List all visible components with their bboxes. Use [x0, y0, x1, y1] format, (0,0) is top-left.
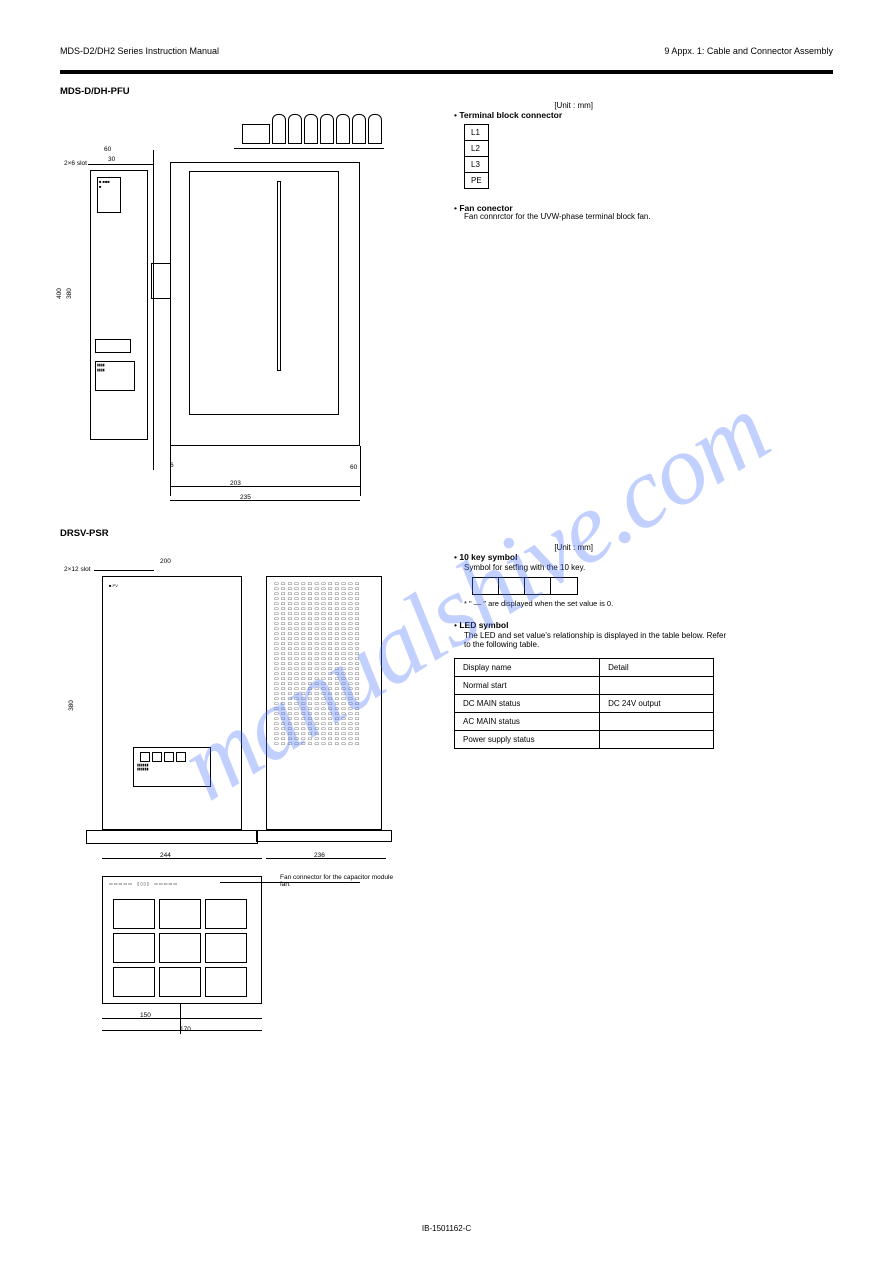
mount-foot-b1 [86, 830, 258, 844]
front-view-b: ■ PV ▮▮▮▮▮▮▮▮▮▮▮▮ [102, 576, 242, 830]
dim-a-h: 400 [56, 288, 63, 299]
heatsink-top [242, 114, 382, 144]
dim-a-win: 30 [108, 156, 115, 163]
dim-a-hin: 380 [66, 288, 73, 299]
spec-table: Display nameDetail Normal start DC MAIN … [454, 658, 714, 749]
dim-a-dgap: 60 [350, 464, 357, 471]
led-text: The LED and set value's relationship is … [464, 632, 734, 650]
header-right: 9 Appx. 1: Cable and Connector Assembly [664, 46, 833, 56]
dim-a-w: 60 [104, 146, 111, 153]
tenkey-text1: Symbol for setfing with the 10 key. [464, 564, 833, 573]
slot-note-a: 2×6 slot [64, 160, 87, 167]
section-b-heading: DRSV-PSR [60, 528, 833, 539]
section-a-heading: MDS-D/DH-PFU [60, 86, 833, 97]
footer: IB-1501162-C [0, 1224, 893, 1233]
tenkey-display [472, 577, 578, 595]
header-rule [60, 70, 833, 74]
fan-label-b: Fan connector for the capacitor module f… [280, 874, 400, 888]
vent-pattern: ▭▭▭▭▭▭▭▭▭▭▭▭▭▭▭▭▭▭▭▭▭▭▭▭▭▭▭▭▭▭▭▭▭▭▭▭▭▭▭▭… [274, 582, 374, 822]
unit-b: [Unit : mm] [554, 543, 593, 552]
front-view-a: ■ ■■■■ ▮▮▮▮▮▮▮▮ [90, 170, 148, 440]
slot-note-b: 2×12 slot [64, 566, 91, 573]
dim-b-w: 200 [160, 558, 171, 565]
header-left: MDS-D2/DH2 Series Instruction Manual [60, 46, 219, 56]
mount-foot-b2 [256, 830, 392, 842]
side-view-a [170, 162, 360, 446]
led-heading: • LED symbol [454, 620, 833, 630]
tenkey-heading: • 10 key symbol [454, 552, 833, 562]
tenkey-text2: * " — " are displayed when the set value… [464, 600, 833, 608]
dim-b-h: 380 [68, 700, 75, 711]
conn-heading-a: • Terminal block connector [454, 110, 833, 120]
plan-view-b: ▭▭▭▭▭ ▯▯▯▯ ▭▭▭▭▭ [102, 876, 262, 1004]
fan-text-a: Fan connrctor for the UVW-phase terminal… [464, 213, 724, 222]
unit-a: [Unit : mm] [554, 101, 593, 110]
conn-table-a: L1 L2 L3 PE [464, 124, 489, 189]
